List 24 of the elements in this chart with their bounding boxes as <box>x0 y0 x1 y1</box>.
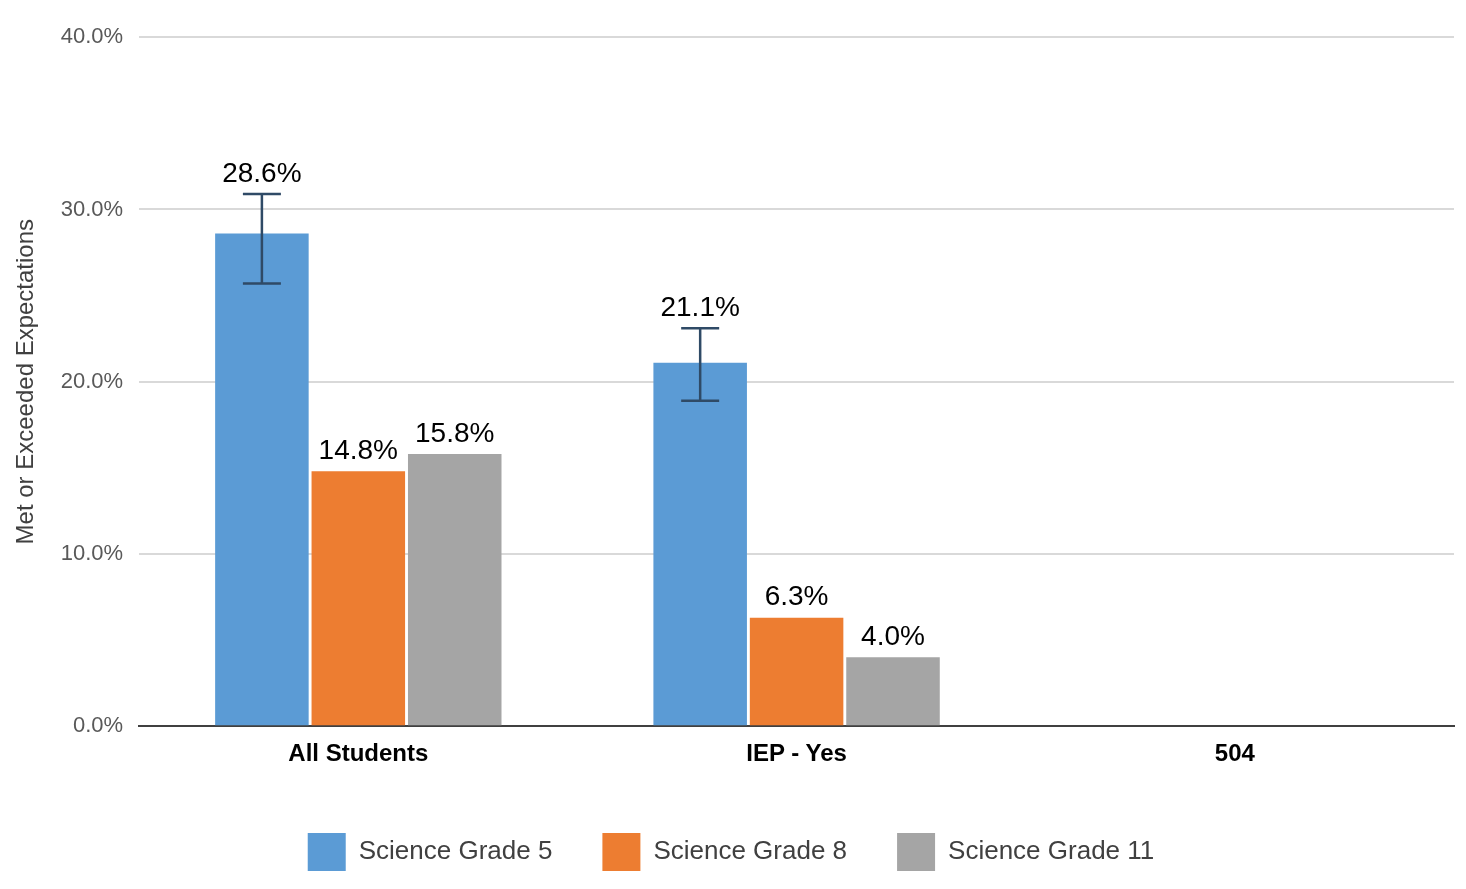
data-label: 21.1% <box>660 291 740 323</box>
y-tick-label: 0.0% <box>73 712 124 738</box>
y-tick-label: 10.0% <box>60 540 124 566</box>
y-tick-label: 20.0% <box>60 367 124 393</box>
data-label: 4.0% <box>861 620 925 652</box>
legend-label: Science Grade 5 <box>358 835 553 866</box>
data-label: 28.6% <box>222 156 302 188</box>
x-tick-label: All Students <box>288 739 429 767</box>
legend-label: Science Grade 11 <box>948 835 1155 866</box>
bar <box>407 454 502 726</box>
bar <box>311 471 406 726</box>
x-tick-label: 504 <box>1214 739 1256 767</box>
y-tick-label: 40.0% <box>60 23 124 49</box>
bar <box>846 657 940 726</box>
data-label: 6.3% <box>764 580 829 612</box>
x-tick-label: IEP - Yes <box>746 739 847 767</box>
bar <box>215 233 309 726</box>
y-axis-title: Met or Exceeded Expectations <box>11 218 39 545</box>
bar <box>653 362 747 726</box>
legend-label: Science Grade 8 <box>653 835 848 866</box>
data-label: 15.8% <box>415 416 495 448</box>
y-tick-label: 30.0% <box>60 195 124 221</box>
bar <box>749 617 844 726</box>
data-label: 14.8% <box>318 433 399 465</box>
